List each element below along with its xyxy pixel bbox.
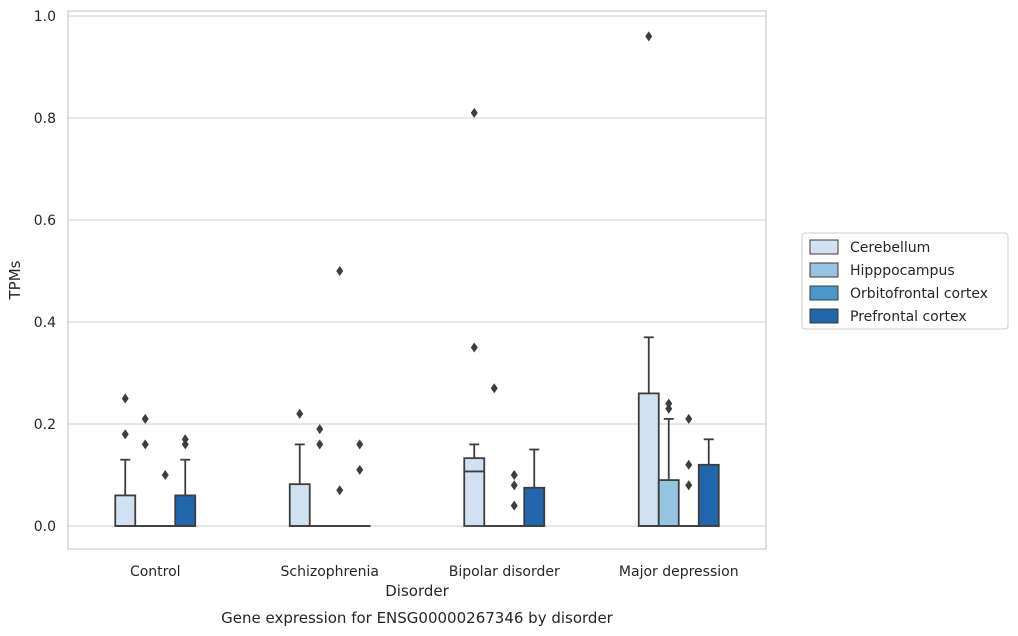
legend-frame [801,232,1009,330]
y-tick-label: 0.2 [34,417,56,433]
box-orbitofrontal-cortex [328,266,351,527]
box-prefrontal-cortex [348,439,371,527]
outlier-point [121,393,129,404]
box-cerebellum [637,31,660,527]
outlier-point [336,485,344,496]
x-tick-label: Control [130,564,181,580]
legend-label: Hipppocampus [850,263,955,279]
box-body [523,486,546,527]
x-axis-label: Disorder [385,582,449,600]
y-tick-label: 0.0 [34,519,56,535]
outlier-point [470,342,478,353]
box-body [657,479,680,527]
box-body [697,463,720,527]
outlier-point [665,398,673,409]
outlier-point [161,470,169,480]
outlier-point [181,434,189,445]
outlier-point [645,31,653,42]
box-body [174,494,197,527]
outlier-point [470,107,478,118]
legend-swatch [809,262,839,278]
box-cerebellum [463,107,486,527]
chart-caption: Gene expression for ENSG00000267346 by d… [221,609,614,627]
grid-lines [68,15,766,527]
legend-swatch [809,285,839,301]
outlier-point [296,408,304,419]
legend-label: Prefrontal cortex [850,309,967,325]
box-hipppocampus [308,424,331,527]
legend-label: Orbitofrontal cortex [850,286,988,302]
box-body [637,392,660,527]
legend-swatch [809,308,839,324]
outlier-point [141,439,149,450]
legend-swatch [809,239,839,255]
box-hipppocampus [134,413,157,527]
box-body [288,483,311,527]
outlier-point [336,266,344,276]
box-prefrontal-cortex [523,448,546,527]
boxes [114,31,720,527]
y-axis-ticks: 0.0 0.2 0.4 0.6 0.8 1.0 [34,9,56,535]
outlier-point [665,403,673,414]
plot-area [67,10,767,550]
box-orbitofrontal-cortex [154,470,177,527]
box-cerebellum [288,408,311,527]
box-orbitofrontal-cortex [677,413,700,527]
box-prefrontal-cortex [697,438,720,527]
box-prefrontal-cortex [174,434,197,527]
outlier-point [316,439,324,450]
y-tick-label: 1.0 [34,9,56,25]
outlier-point [356,439,364,450]
x-tick-label: Schizophrenia [281,564,379,580]
outlier-point [141,413,149,424]
y-axis-label: TPMs [6,260,24,300]
box-orbitofrontal-cortex [503,470,526,527]
outlier-point [510,500,518,511]
y-tick-label: 0.4 [34,315,56,331]
outlier-point [490,383,498,394]
outlier-point [356,464,364,475]
outlier-point [685,459,693,470]
box-hipppocampus [657,398,680,527]
x-tick-label: Major depression [619,564,739,580]
box-body [114,494,137,527]
box-cerebellum [114,393,137,527]
y-tick-label: 0.6 [34,213,56,229]
box-body [463,457,486,527]
outlier-point [685,413,693,424]
outlier-point [685,480,693,491]
y-tick-label: 0.8 [34,111,56,127]
outlier-point [316,424,324,435]
box-hipppocampus [483,383,506,527]
outlier-point [181,439,189,450]
legend-label: Cerebellum [850,240,930,256]
outlier-point [121,429,129,440]
x-axis-ticks: Control Schizophrenia Bipolar disorder Majo… [130,564,739,580]
legend: Cerebellum Hipppocampus Orbitofrontal cort… [801,232,1009,330]
outlier-point [510,480,518,491]
x-tick-label: Bipolar disorder [449,564,560,580]
outlier-point [510,470,518,480]
